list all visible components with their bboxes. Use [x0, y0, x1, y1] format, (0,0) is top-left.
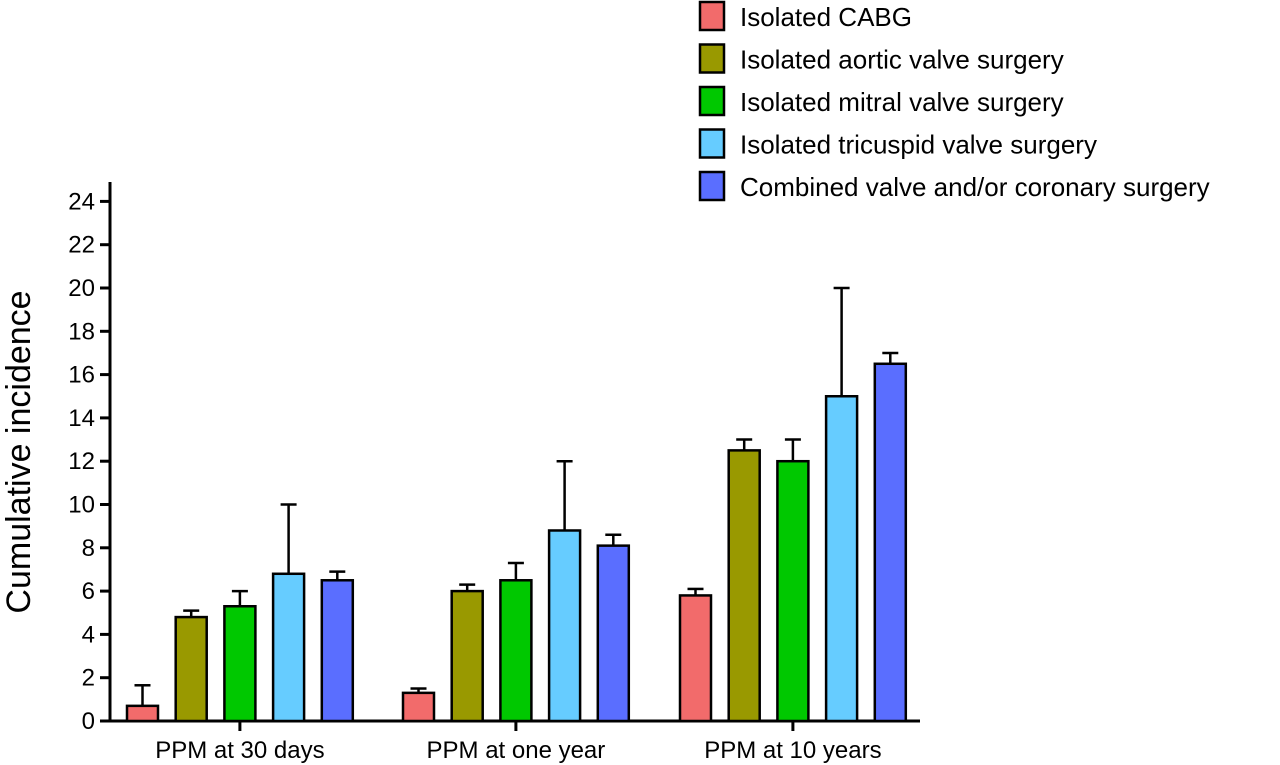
bars [125, 362, 908, 723]
y-tick-label: 6 [82, 578, 95, 605]
bar [499, 579, 533, 723]
legend-label: Isolated mitral valve surgery [740, 87, 1064, 117]
legend-swatch [698, 170, 726, 202]
bar [320, 579, 355, 723]
y-tick-label: 18 [68, 318, 95, 345]
y-tick-label: 8 [82, 535, 95, 562]
y-tick-label: 4 [82, 621, 95, 648]
y-tick-label: 22 [68, 232, 95, 259]
bar [547, 529, 582, 723]
legend-swatch [698, 0, 726, 32]
legend-label: Isolated aortic valve surgery [740, 45, 1064, 75]
y-tick-label: 0 [82, 708, 95, 735]
bar [125, 704, 160, 723]
bar [727, 449, 761, 723]
y-tick-label: 14 [68, 405, 95, 432]
legend-swatch [698, 128, 726, 159]
bar [824, 395, 859, 723]
bar [401, 691, 436, 723]
legend-label: Combined valve and/or coronary surgery [740, 172, 1210, 202]
y-axis-label: Cumulative incidence [0, 290, 38, 613]
x-tick-label: PPM at 30 days [155, 737, 324, 764]
legend-label: Isolated tricuspid valve surgery [740, 130, 1097, 160]
x-tick-label: PPM at one year [427, 737, 606, 764]
x-tick-label: PPM at 10 years [704, 737, 881, 764]
y-tick-label: 12 [68, 448, 95, 475]
legend-label: Isolated CABG [740, 2, 912, 32]
y-tick-label: 16 [68, 362, 95, 389]
y-tick-label: 10 [68, 492, 95, 519]
bar [678, 594, 713, 723]
bar [596, 544, 631, 723]
legend: Isolated CABG Isolated aortic valve surge… [698, 0, 1210, 202]
bar [174, 615, 208, 723]
y-tick-label: 2 [82, 665, 95, 692]
bar [776, 459, 810, 723]
legend-swatch [698, 85, 726, 117]
legend-swatch [698, 43, 726, 74]
x-axis: PPM at 30 days PPM at one year PPM at 10 y… [108, 719, 920, 764]
error-bars [134, 286, 899, 706]
bar [271, 572, 306, 723]
bar [873, 362, 908, 723]
y-tick-label: 24 [68, 188, 95, 215]
bar [450, 589, 484, 723]
bar [223, 605, 257, 723]
y-tick-label: 20 [68, 275, 95, 302]
